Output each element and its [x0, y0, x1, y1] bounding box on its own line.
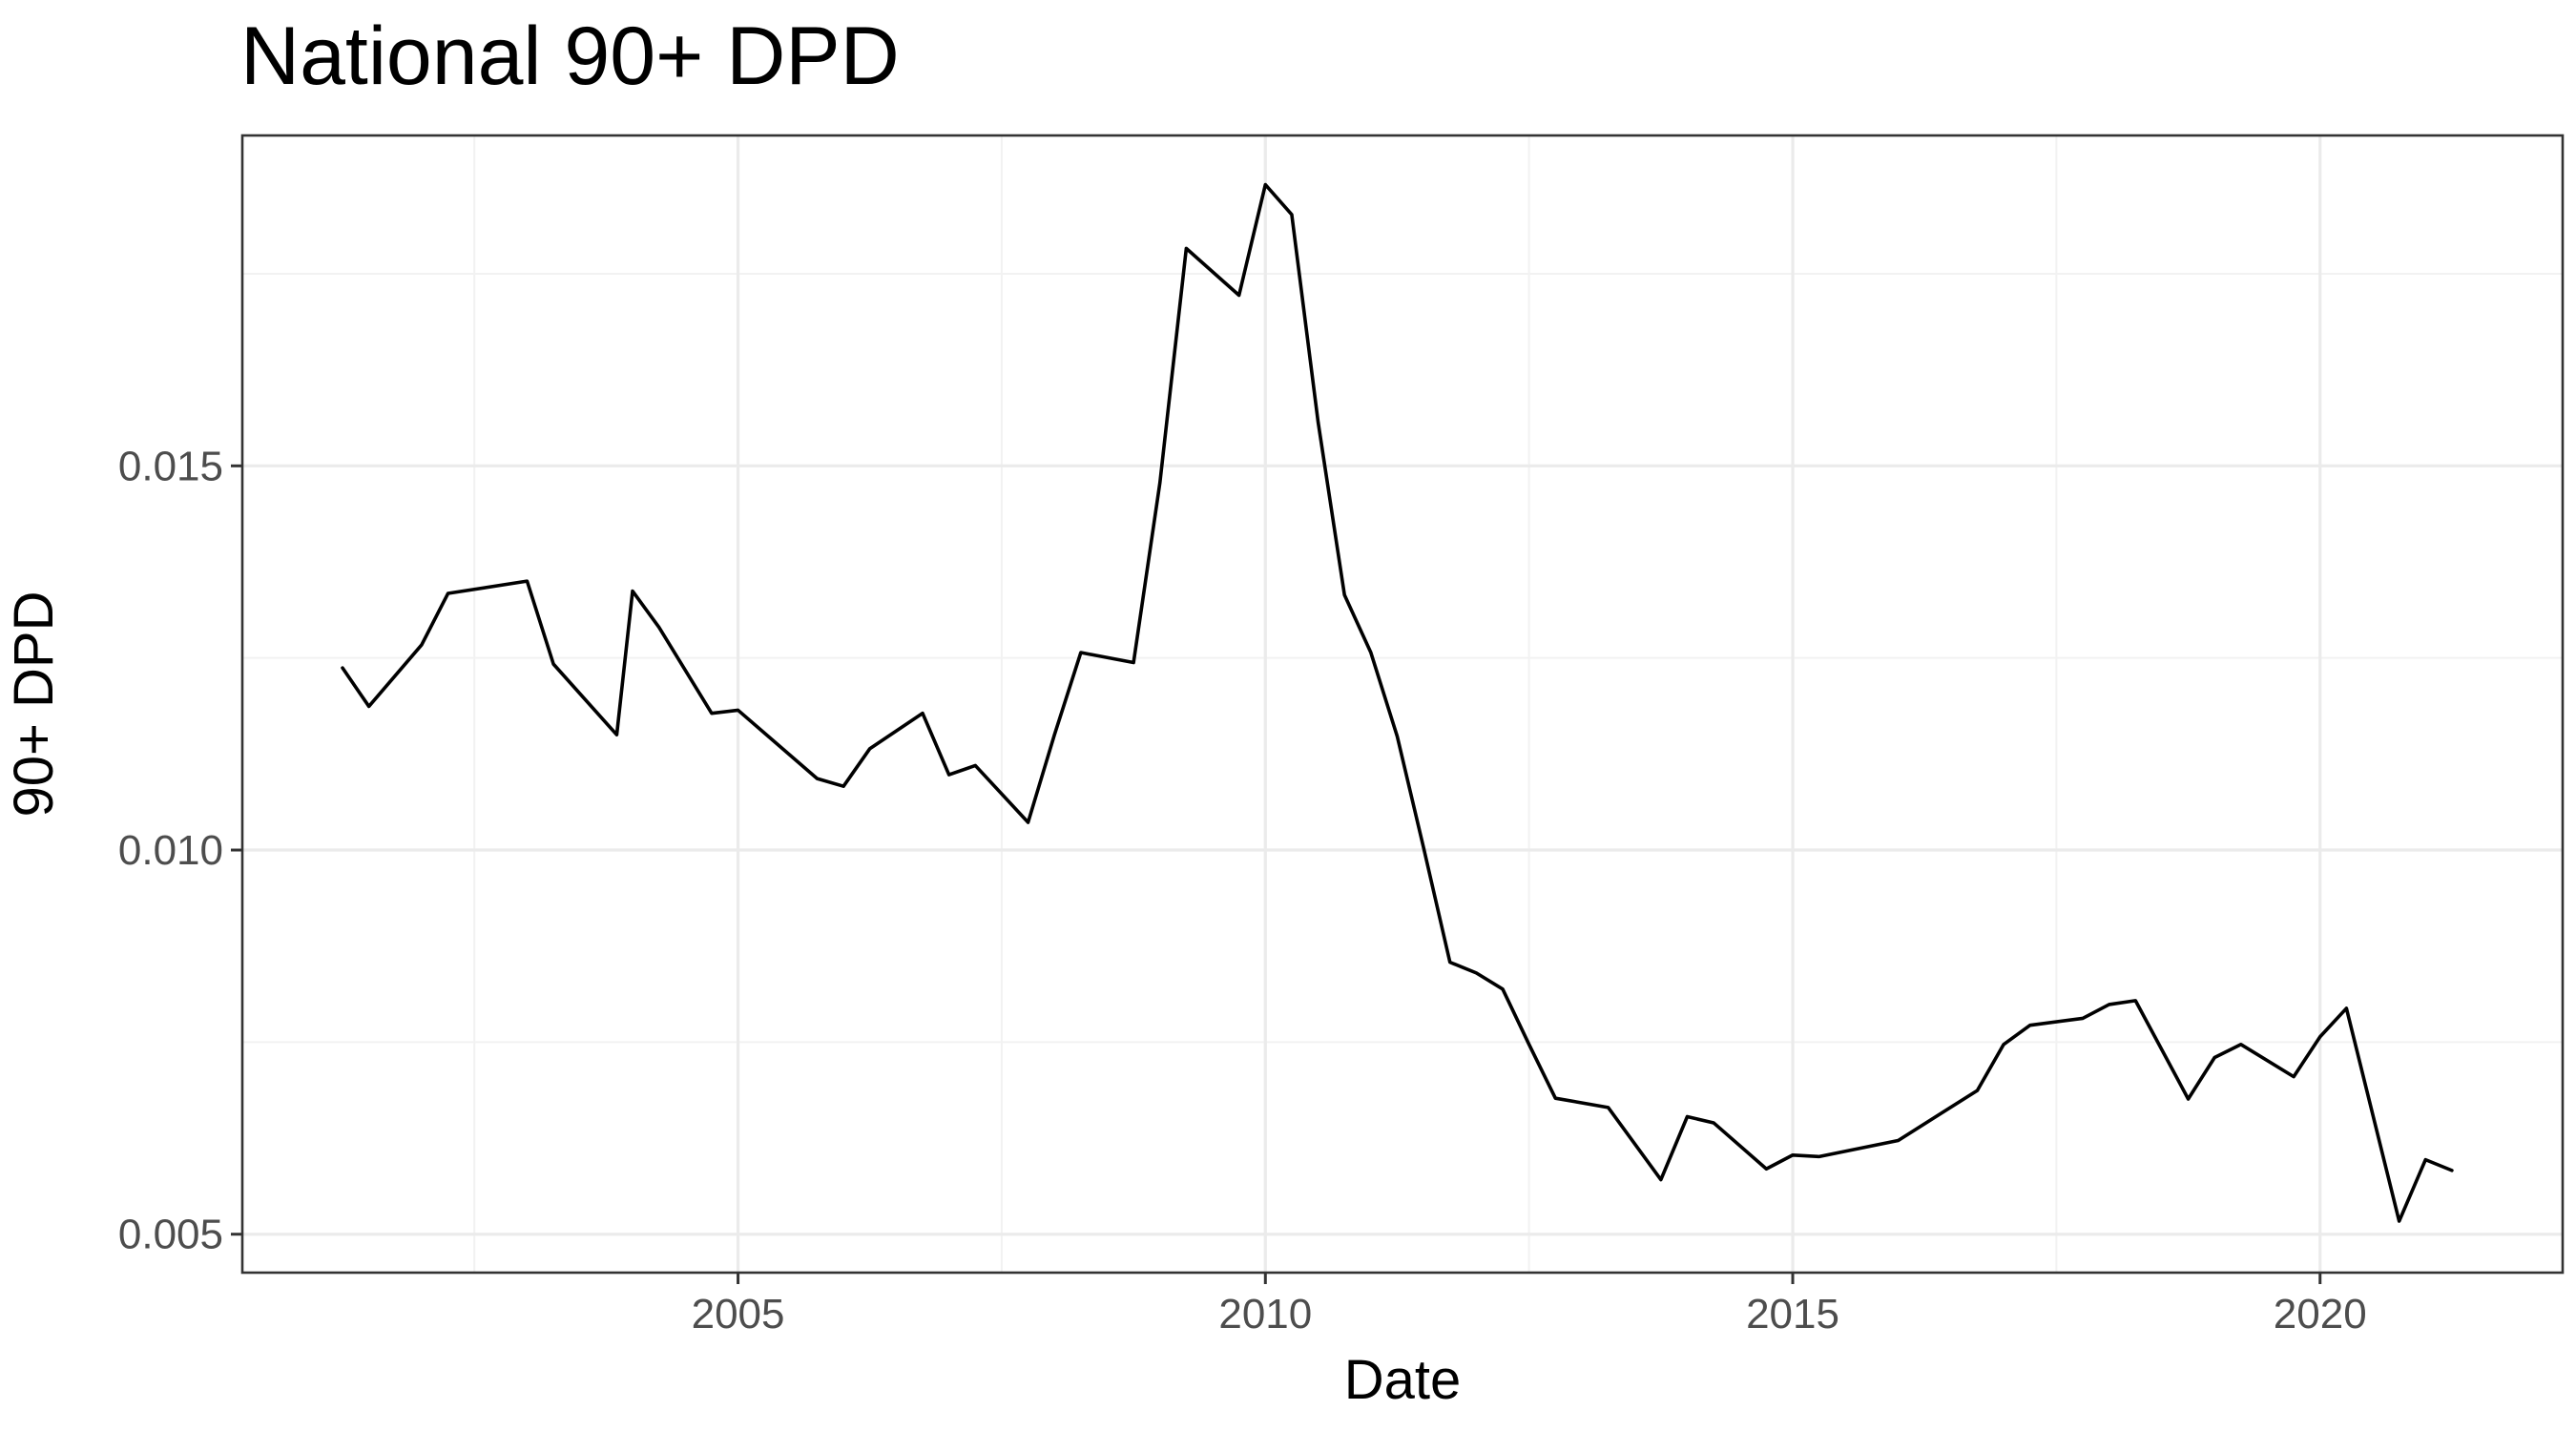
x-tick-label: 2020 — [2274, 1291, 2367, 1338]
gridlines — [242, 135, 2563, 1273]
x-axis-title: Date — [1344, 1349, 1462, 1411]
series-layer — [341, 182, 2454, 1223]
x-tick-label: 2005 — [692, 1291, 785, 1338]
y-tick-label: 0.010 — [118, 827, 223, 874]
x-tick-label: 2010 — [1218, 1291, 1312, 1338]
y-axis-title: 90+ DPD — [3, 591, 65, 818]
y-tick-label: 0.005 — [118, 1212, 223, 1258]
x-tick-label: 2015 — [1746, 1291, 1839, 1338]
axis-ticks: 2005 2010 2015 2020 0.005 0.010 0.015 — [118, 443, 2367, 1338]
y-tick-label: 0.015 — [118, 443, 223, 489]
panel-border — [240, 134, 2565, 1275]
series-line-90-dpd — [341, 182, 2454, 1223]
chart-title: National 90+ DPD — [240, 10, 900, 102]
